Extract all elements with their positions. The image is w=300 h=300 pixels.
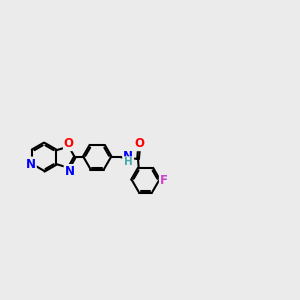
Text: N: N (64, 165, 75, 178)
Text: O: O (64, 137, 74, 150)
Text: O: O (134, 137, 144, 150)
Text: N: N (123, 150, 133, 163)
Text: H: H (124, 157, 133, 167)
Text: F: F (160, 174, 168, 187)
Text: N: N (26, 158, 36, 170)
